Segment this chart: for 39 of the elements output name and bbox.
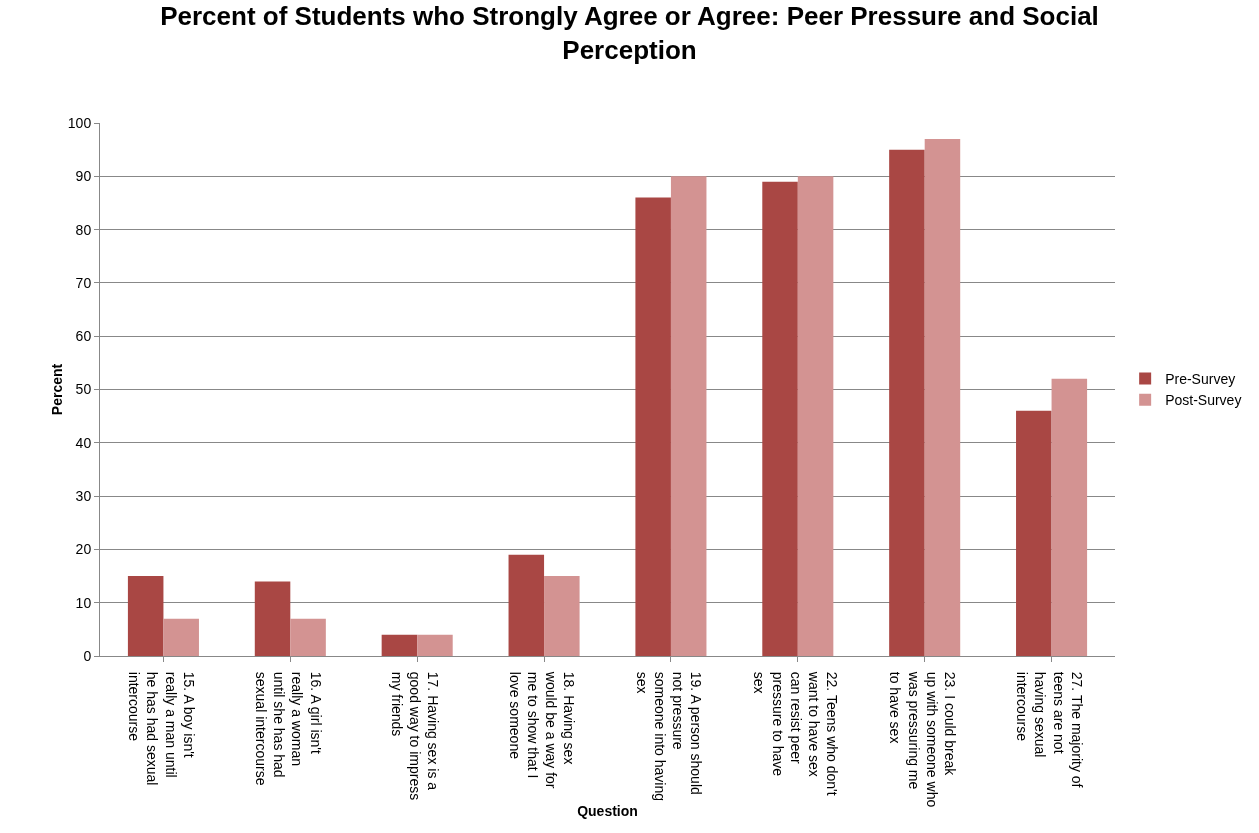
bar — [163, 618, 199, 656]
bar — [762, 181, 798, 656]
y-tick-label: 90 — [75, 168, 92, 185]
bar — [889, 149, 925, 656]
bar — [290, 618, 326, 656]
x-tick-label: 22. Teens who don't want to have sex can resist peer pressure to have sex — [751, 670, 841, 796]
bar — [670, 176, 707, 656]
bar — [254, 581, 291, 656]
x-tick-label: 23. I could break up with someone who was pressuring me to have sex — [887, 670, 958, 808]
y-tick-label: 10 — [75, 594, 92, 611]
bar — [381, 634, 418, 656]
x-tick-label: 27. The majority of teens are not having sexual intercourse — [1014, 671, 1085, 788]
bar — [1051, 378, 1088, 656]
bar — [127, 576, 164, 656]
bar — [1016, 410, 1052, 656]
bar — [797, 176, 834, 656]
y-tick-label: 80 — [75, 221, 92, 238]
x-tick-label: 19. A person should not pressure someone into having sex — [633, 671, 705, 801]
y-tick-label: 100 — [67, 114, 92, 131]
legend-label: Post-Survey — [1165, 392, 1242, 409]
y-tick-label: 0 — [83, 647, 92, 664]
x-tick-label: 18. Having sex would be a way for me to show that I love someone — [506, 670, 578, 789]
y-tick-label: 60 — [75, 328, 92, 345]
legend-label: Pre-Survey — [1165, 371, 1236, 388]
x-tick-label: 17. Having sex is a good way to impress my friends — [388, 671, 442, 801]
chart-title: Percent of Students who Strongly Agree or Agree: Peer Pressure and Social Perception — [160, 0, 1099, 65]
x-tick-label: 15. A boy isn't really a man until he has had sexual intercourse — [126, 671, 197, 786]
bar — [508, 554, 545, 656]
y-tick-label: 20 — [75, 541, 92, 558]
bar — [417, 634, 453, 656]
bar — [544, 576, 580, 656]
bar — [924, 138, 961, 656]
x-axis-title: Question — [577, 803, 638, 819]
bar — [635, 197, 671, 656]
y-tick-label: 50 — [75, 381, 92, 398]
y-tick-label: 30 — [75, 488, 92, 504]
y-tick-label: 40 — [75, 434, 92, 451]
y-tick-label: 70 — [75, 274, 92, 291]
y-axis-title: Percent — [49, 363, 65, 416]
